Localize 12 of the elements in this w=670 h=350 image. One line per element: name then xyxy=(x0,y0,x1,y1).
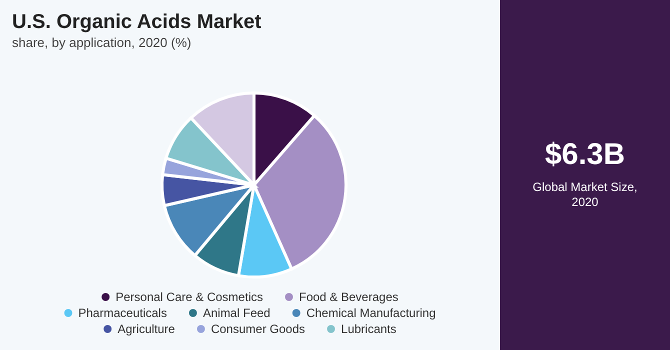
legend-label: Chemical Manufacturing xyxy=(306,306,436,320)
legend-label: Agriculture xyxy=(118,322,176,336)
legend-label: Food & Beverages xyxy=(298,290,398,304)
chart-title: U.S. Organic Acids Market xyxy=(12,11,262,33)
text: Global Market Size, 2020 xyxy=(532,180,638,210)
legend-label: Lubricants xyxy=(341,322,396,336)
chart-subtitle: share, by application, 2020 (%) xyxy=(12,35,192,50)
legend-label: Consumer Goods xyxy=(210,322,306,336)
text: $6.3B xyxy=(544,138,626,172)
legend-label: Pharmaceuticals xyxy=(78,306,167,320)
legend-label: Animal Feed xyxy=(202,306,270,320)
legend-label: Personal Care & Cosmetics xyxy=(116,290,263,304)
